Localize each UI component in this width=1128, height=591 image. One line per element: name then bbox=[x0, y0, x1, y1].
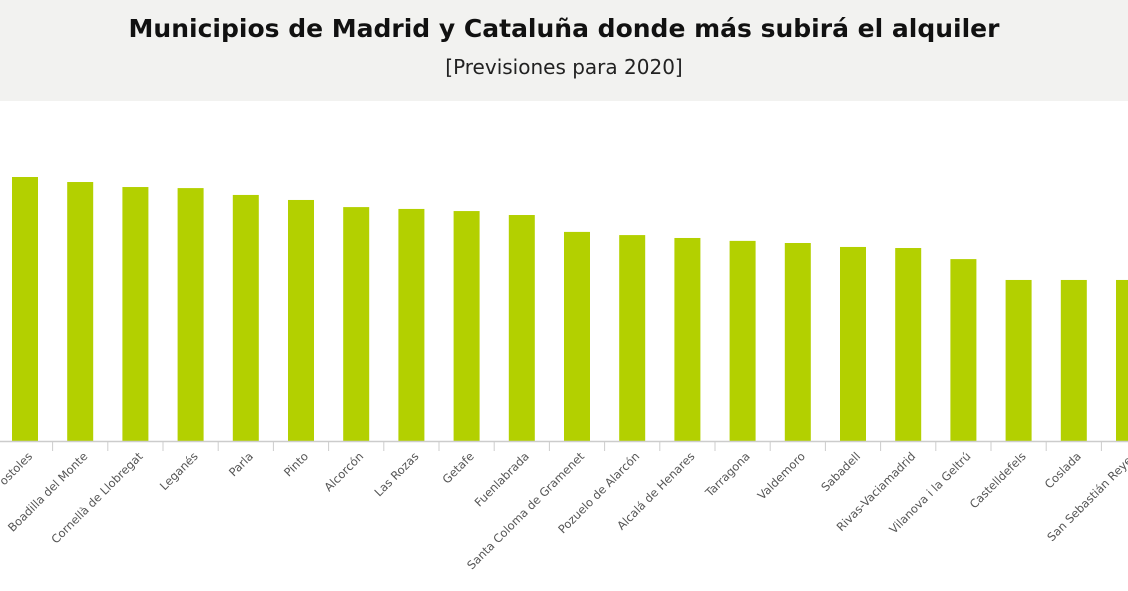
bar bbox=[840, 246, 866, 441]
x-tick-label: Santa Coloma de Gramenet bbox=[464, 449, 587, 572]
bar bbox=[784, 243, 811, 441]
bar bbox=[1116, 279, 1128, 441]
bar bbox=[508, 215, 535, 441]
bar bbox=[453, 211, 480, 441]
x-tick-label: Sabadell bbox=[818, 449, 863, 494]
bar bbox=[67, 182, 94, 442]
chart-title: Municipios de Madrid y Cataluña donde má… bbox=[128, 14, 1000, 43]
x-tick-label: Fuenlabrada bbox=[472, 449, 532, 509]
x-tick-label: Tarragona bbox=[702, 449, 753, 500]
bar bbox=[1005, 279, 1032, 441]
x-tick-label: Valdemoro bbox=[755, 449, 808, 502]
x-tick-label: Las Rozas bbox=[372, 449, 422, 499]
x-tick-label: Coslada bbox=[1042, 449, 1084, 491]
chart-subtitle: [Previsiones para 2020] bbox=[445, 55, 683, 79]
bar bbox=[177, 188, 204, 441]
bar bbox=[288, 199, 314, 441]
x-tick-label: Alcorcón bbox=[321, 449, 366, 494]
x-tick-label: Pinto bbox=[281, 449, 311, 479]
x-tick-label: Cornellà de Llobregat bbox=[48, 449, 146, 547]
bar bbox=[398, 208, 425, 441]
bar bbox=[674, 237, 701, 441]
bar bbox=[895, 248, 922, 441]
bar bbox=[1060, 279, 1087, 441]
x-tick-label: ostoles bbox=[0, 449, 35, 488]
bar bbox=[564, 231, 590, 441]
bar bbox=[122, 187, 149, 441]
x-tick-label: San Sebastián Reyes bbox=[1044, 449, 1128, 544]
bar bbox=[950, 259, 977, 441]
x-tick-label: Parla bbox=[226, 449, 256, 479]
bar bbox=[12, 177, 38, 441]
bar bbox=[232, 194, 259, 441]
x-tick-label: Getafe bbox=[439, 449, 476, 486]
x-tick-label: Leganés bbox=[157, 449, 201, 493]
bar bbox=[343, 207, 370, 441]
chart-header: Municipios de Madrid y Cataluña donde má… bbox=[0, 0, 1128, 101]
bar bbox=[619, 235, 646, 441]
x-tick-label: Castelldefels bbox=[967, 449, 1029, 511]
bar bbox=[729, 240, 756, 441]
